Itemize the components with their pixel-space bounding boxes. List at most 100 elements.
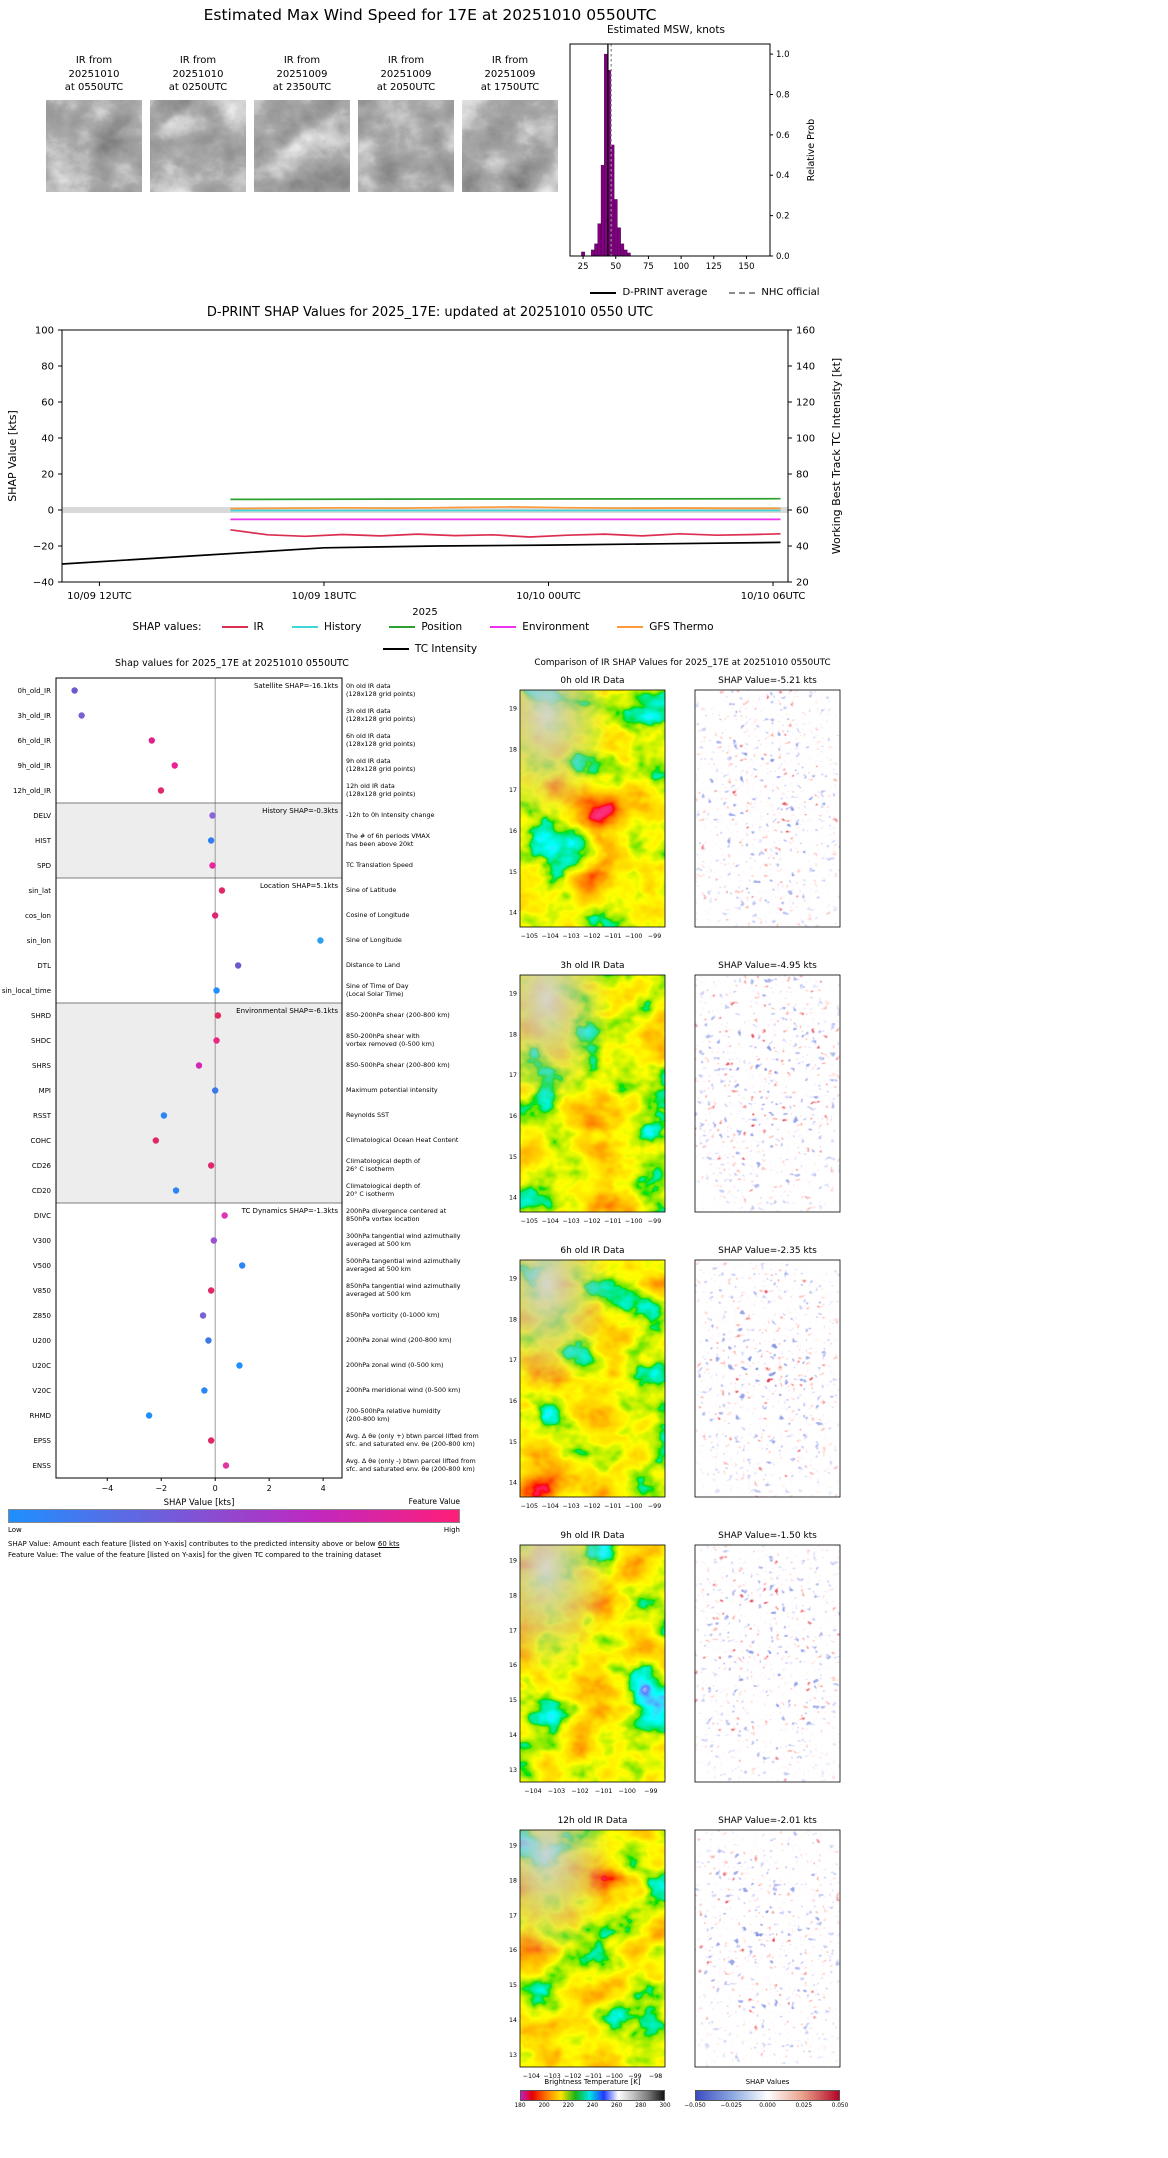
feature-label: U20C (32, 1362, 51, 1370)
feature-desc-0h_old_IR: 0h old IR data (128x128 grid points) (346, 682, 416, 698)
feature-label: SHRD (31, 1012, 51, 1020)
bt-colorbar (520, 2090, 665, 2101)
right-ylabel: Working Best Track TC Intensity [kt] (830, 358, 843, 554)
legend-tc-intensity: TC Intensity (382, 643, 477, 655)
series-gfs-thermo (230, 506, 781, 510)
legend-title: SHAP values: (132, 621, 202, 633)
lat-tick-label: 16 (509, 1398, 517, 1405)
legend-gfs-thermo-swatch (617, 626, 644, 628)
feature-label: CD20 (32, 1187, 51, 1195)
ir-thumbnail-image (150, 99, 246, 192)
feature-dot-U20C (236, 1362, 243, 1369)
feature-label: 12h_old_IR (13, 787, 51, 795)
shap-colorbar-tick: 0.025 (795, 2103, 813, 2109)
dotplot-svg: Satellite SHAP=-16.1kts 0h_old_IR 3h_old_I… (2, 677, 343, 1508)
shap-map-fade (695, 1830, 840, 2067)
lon-tick-label: −100 (625, 1218, 642, 1225)
colorbar-low-label: Low (8, 1526, 22, 1534)
feature-label: MPI (39, 1087, 51, 1095)
x-tick-label: 4 (321, 1484, 326, 1493)
lon-tick-label: −101 (585, 2073, 602, 2080)
series-position (230, 497, 781, 501)
ir-map-frame (519, 974, 666, 1213)
feature-desc-3h_old_IR: 3h old IR data (128x128 grid points) (346, 707, 416, 723)
feature-dot-DIVC (221, 1212, 228, 1219)
lat-tick-label: 18 (509, 1316, 517, 1323)
lon-tick-label: −103 (562, 1503, 579, 1510)
x-tick-label: 100 (673, 262, 689, 272)
lon-tick-label: −99 (628, 2073, 641, 2080)
lat-tick-label: 15 (509, 1154, 517, 1161)
ir-map-clear-air-overlay (520, 1545, 665, 1782)
y-tick-label: 0.0 (776, 252, 790, 262)
feature-dot-SHRS (195, 1062, 203, 1069)
bt-colorbar-tick: 220 (562, 2103, 574, 2109)
lat-tick-label: 14 (509, 910, 517, 917)
legend-nhc-official: NHC official (729, 287, 820, 298)
lat-tick-label: 14 (509, 1195, 517, 1202)
lat-tick-label: 19 (509, 1558, 517, 1565)
lon-tick-label: −100 (625, 933, 642, 940)
lat-tick-label: 19 (509, 705, 517, 712)
ir-map-frame (519, 689, 666, 928)
legend-position-label: Position (421, 621, 463, 633)
x-tick-label: 10/09 18UTC (292, 591, 357, 602)
right-y-tick-label: 80 (796, 470, 809, 481)
right-y-tick-label: 100 (796, 434, 815, 445)
lon-tick-label: −102 (583, 1218, 600, 1225)
shap-feature-dotplot: Satellite SHAP=-16.1kts 0h_old_IR 3h_old_I… (0, 670, 484, 1520)
comparison-row-4: −104 −103 −102 −101 −100 −99 −98 19 18 17 16 15 14 13 (509, 1829, 841, 2080)
lat-tick-label: 13 (509, 1767, 517, 1774)
ir-thumbnail-1: IR from 20251010 at 0250UTC (150, 54, 246, 196)
ir-map-frame (519, 1544, 666, 1783)
feature-label: Z850 (33, 1312, 51, 1320)
feature-label: HIST (35, 837, 52, 845)
lat-tick-label: 18 (509, 746, 517, 753)
lon-tick-label: −100 (625, 1503, 642, 1510)
shap-map-image-3 (695, 1545, 840, 1782)
lon-tick-label: −101 (604, 1218, 621, 1225)
lon-tick-label: −101 (595, 1788, 612, 1795)
feature-dot-3h_old_IR (78, 712, 85, 719)
comparison-row-3: −104 −103 −102 −101 −100 −99 19 18 17 16 15 14 13 (509, 1544, 841, 1795)
ir-map-clear-air-overlay (520, 1830, 665, 2067)
feature-label: V300 (33, 1237, 51, 1245)
ir-map-frame (519, 1829, 666, 2068)
shap-map-title-1: SHAP Value=-4.95 kts (718, 961, 817, 971)
histogram-bar (613, 199, 618, 257)
legend-position: Position (389, 621, 462, 633)
shap-colorbar-tick: 0.000 (759, 2103, 776, 2109)
lat-tick-label: 18 (509, 1031, 517, 1038)
feature-label: SPD (37, 862, 51, 870)
ir-map-clear-air-overlay (520, 1260, 665, 1497)
lon-tick-label: −104 (542, 1218, 559, 1225)
lon-tick-label: −102 (583, 1503, 600, 1510)
timeseries-title: D-PRINT SHAP Values for 2025_17E: update… (206, 305, 654, 320)
left-y-tick-label: 80 (41, 362, 54, 373)
left-y-tick-label: 40 (41, 434, 54, 445)
feature-dot-cos_lon (211, 912, 219, 919)
left-y-tick-label: 0 (48, 506, 54, 517)
feature-desc-SPD: TC Translation Speed (346, 860, 413, 869)
legend-ir-swatch (221, 626, 248, 628)
x-tick-label: 75 (643, 262, 654, 272)
feature-dot-CD26 (207, 1162, 215, 1169)
shap-map-title-4: SHAP Value=-2.01 kts (718, 1816, 817, 1826)
shap-map-title-0: SHAP Value=-5.21 kts (718, 676, 817, 686)
feature-desc-DELV: -12h to 0h Intensity change (346, 810, 435, 819)
feature-desc-RHMD: 700-500hPa relative humidity (200-800 km… (346, 1407, 441, 1423)
legend-gfs-thermo-label: GFS Thermo (649, 621, 714, 633)
feature-label: sin_local_time (2, 987, 51, 995)
lat-tick-label: 18 (509, 1878, 517, 1885)
feature-desc-DIVC: 200hPa divergence centered at 850hPa vor… (346, 1207, 447, 1223)
ir-map-title-3: 9h old IR Data (560, 1531, 625, 1541)
shap-colorbar-tick: 0.050 (831, 2103, 849, 2109)
legend-dprint-average-swatch (590, 291, 617, 294)
feature-dot-SPD (209, 862, 216, 869)
feature-desc-U20C: 200hPa zonal wind (0-500 km) (346, 1360, 444, 1369)
comparison-title: Comparison of IR SHAP Values for 2025_17… (534, 658, 831, 668)
histogram-ylabel: Relative Prob (806, 119, 817, 181)
shap-map-image-0 (695, 690, 840, 927)
x-tick-label: 125 (706, 262, 722, 272)
shap-colorbar-tick: −0.050 (684, 2103, 706, 2109)
